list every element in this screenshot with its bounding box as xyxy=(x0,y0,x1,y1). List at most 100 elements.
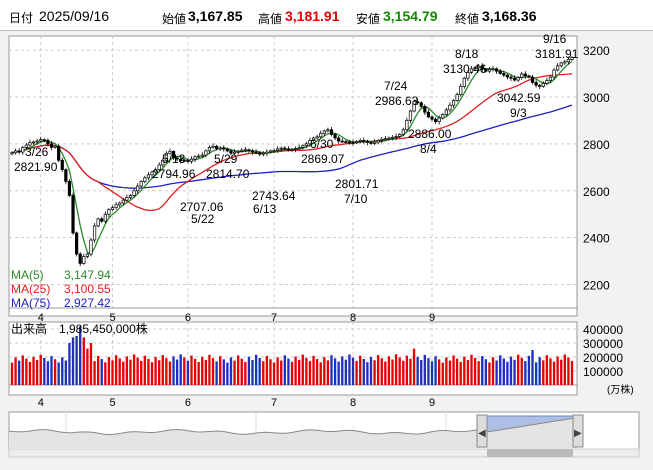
candle-down xyxy=(78,253,82,264)
candle-up xyxy=(290,149,294,151)
volume-bar-up xyxy=(448,360,452,385)
price-month-label: 7 xyxy=(271,312,277,324)
candle-up xyxy=(559,62,563,67)
volume-bar-up xyxy=(384,361,387,385)
volume-bar-up xyxy=(197,362,200,385)
annotation-date: 8/4 xyxy=(420,142,437,156)
candle-up xyxy=(261,152,265,155)
candle-up xyxy=(110,207,115,210)
high-label: 高値 xyxy=(258,12,283,26)
volume-bar-down xyxy=(330,355,333,385)
volume-bar-up xyxy=(567,357,570,385)
volume-bar-down xyxy=(366,362,369,385)
navigator-scroll-thumb[interactable] xyxy=(487,449,573,457)
legend-ma5-label: MA(5) xyxy=(11,268,44,282)
volume-tick-label: 300000 xyxy=(583,337,623,351)
candle-up xyxy=(236,151,240,153)
candle-down xyxy=(527,75,531,78)
navigator-scrollbar[interactable] xyxy=(8,448,640,458)
candle-down xyxy=(534,82,538,86)
candle-down xyxy=(46,139,50,145)
volume-bar-up xyxy=(154,357,157,385)
candle-up xyxy=(128,195,133,198)
volume-bar-up xyxy=(305,357,308,385)
chart-canvas[interactable]: 2200 2400 2600 2800 3000 3200 4 5 6 7 8 9 3/262821… xyxy=(0,30,653,470)
volume-bar-down xyxy=(222,359,225,385)
candle-down xyxy=(222,147,226,150)
candle-up xyxy=(387,137,391,140)
candle-up xyxy=(311,137,316,141)
candle-up xyxy=(39,139,43,142)
candle-up xyxy=(326,129,330,132)
annotation-date: 6/13 xyxy=(253,202,277,216)
volume-bar-down xyxy=(524,361,527,385)
volume-bar-down xyxy=(423,354,426,385)
candle-down xyxy=(512,77,517,81)
volume-month-label: 5 xyxy=(110,397,116,409)
candle-up xyxy=(243,149,247,152)
candle-up xyxy=(477,65,481,69)
volume-bar-up xyxy=(204,360,208,385)
candle-up xyxy=(556,65,560,71)
volume-bar-up xyxy=(542,360,545,385)
volume-bar-up xyxy=(398,357,401,385)
volume-bar-up xyxy=(262,361,265,385)
candle-up xyxy=(121,199,125,204)
volume-bar-down xyxy=(79,326,82,385)
volume-bar-down xyxy=(369,357,373,385)
volume-bar-up xyxy=(298,359,301,385)
candle-down xyxy=(286,148,291,151)
volume-bar-up xyxy=(96,355,100,385)
volume-bar-up xyxy=(563,354,566,385)
volume-bar-down xyxy=(283,355,286,385)
volume-bar-up xyxy=(488,362,491,385)
annotation-date: 9/16 xyxy=(543,32,567,46)
candle-down xyxy=(64,169,68,182)
candle-up xyxy=(408,110,413,121)
candle-up xyxy=(520,73,524,78)
annotation-value: 3181.91 xyxy=(535,47,579,61)
candle-up xyxy=(204,150,208,156)
candle-down xyxy=(423,105,427,113)
volume-bar-down xyxy=(416,356,419,385)
candle-up xyxy=(293,148,298,150)
candle-up xyxy=(355,141,359,144)
volume-bar-down xyxy=(495,360,498,385)
candle-up xyxy=(182,159,186,162)
candle-down xyxy=(419,102,423,107)
candle-up xyxy=(53,145,57,148)
candle-up xyxy=(150,171,154,176)
volume-bar-up xyxy=(387,356,391,385)
volume-bar-up xyxy=(14,357,17,385)
candle-down xyxy=(71,195,75,234)
volume-bar-up xyxy=(190,355,193,385)
candle-up xyxy=(35,140,39,143)
volume-bar-up xyxy=(272,362,276,385)
volume-bar-up xyxy=(143,355,146,385)
candle-up xyxy=(444,109,448,115)
candle-up xyxy=(146,174,151,179)
volume-bar-up xyxy=(409,358,412,385)
candle-up xyxy=(92,225,97,241)
candle-up xyxy=(139,181,143,187)
navigator-left-handle[interactable] xyxy=(476,414,488,448)
legend-ma25-label: MA(25) xyxy=(11,282,50,296)
volume-bar-down xyxy=(351,357,355,385)
candle-up xyxy=(372,141,377,144)
candle-up xyxy=(85,253,89,257)
candle-down xyxy=(509,76,513,79)
legend-ma25-value: 3,100.55 xyxy=(64,282,111,296)
price-month-label: 9 xyxy=(429,312,435,324)
candle-up xyxy=(96,218,100,227)
volume-bar-up xyxy=(556,356,559,385)
volume-bar-up xyxy=(552,361,556,385)
candle-up xyxy=(268,150,273,153)
candle-down xyxy=(538,84,542,87)
volume-bar-down xyxy=(509,356,513,385)
volume-bar-up xyxy=(111,360,114,385)
candle-up xyxy=(566,59,571,63)
candle-up xyxy=(24,144,28,148)
volume-bar-up xyxy=(326,360,330,385)
candle-up xyxy=(441,114,445,119)
navigator-right-handle[interactable] xyxy=(572,414,584,448)
